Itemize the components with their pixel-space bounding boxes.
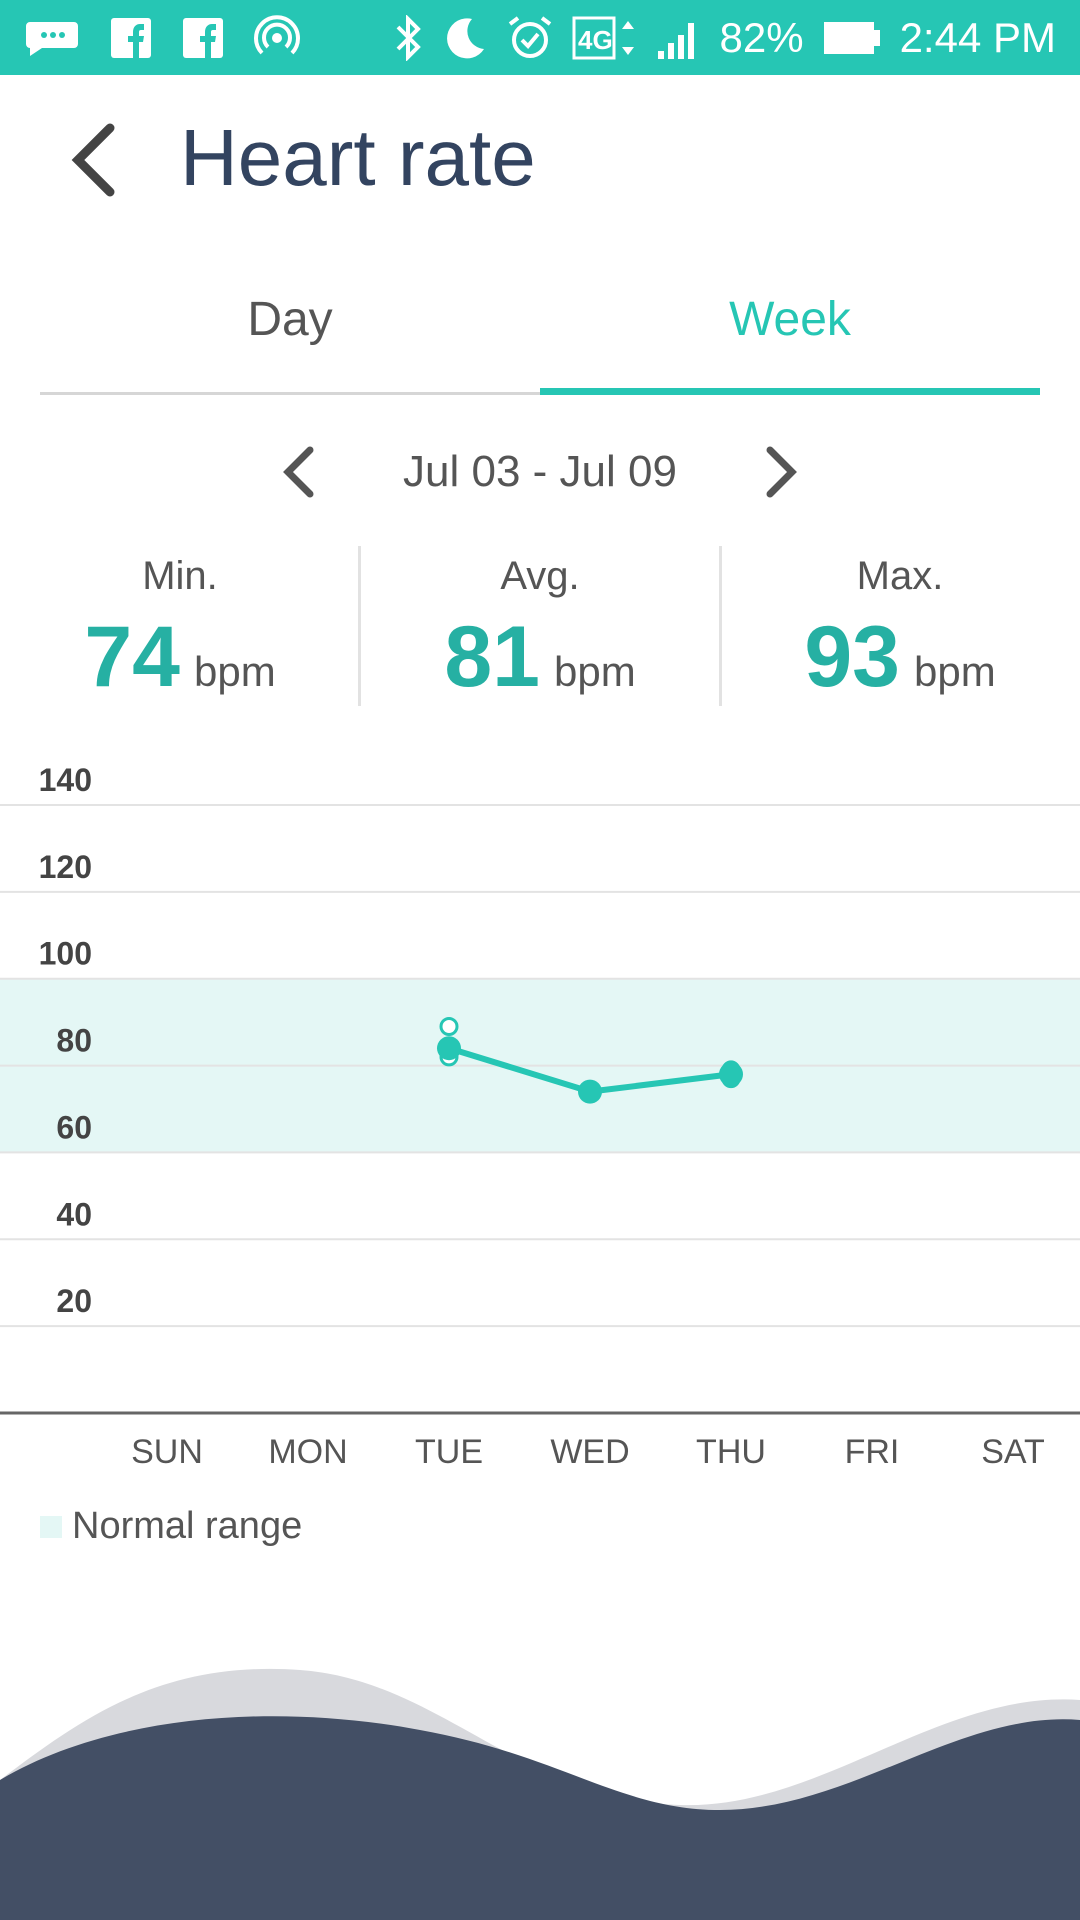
y-tick-label: 80 [56,1023,92,1059]
data-point [719,1062,743,1087]
legend-swatch [40,1515,62,1538]
stat-avg-label: Avg. [500,554,580,598]
date-range-label: Jul 03 - Jul 09 [403,447,677,496]
stat-max-label: Max. [856,554,944,598]
y-tick-label: 100 [39,936,92,972]
page-title: Heart rate [180,113,536,202]
svg-text:4G: 4G [578,25,613,55]
previous-week-button[interactable] [276,442,322,502]
chevron-left-icon [283,446,314,498]
y-tick-label: 40 [56,1196,92,1232]
stat-avg-unit: bpm [553,648,636,695]
tab-bar: Day Week [40,280,1040,395]
tab-day[interactable]: Day [247,293,333,346]
chevron-right-icon [766,446,797,498]
moon-icon [442,15,488,61]
x-tick-label: SUN [131,1433,203,1470]
chevron-left-icon [71,123,115,197]
y-tick-label: 20 [56,1283,92,1319]
status-bar: 4G 82% 2:44 PM [0,0,1080,75]
stat-avg-value: 81 [444,609,540,705]
bluetooth-icon [394,14,424,61]
signal-icon [656,15,702,61]
x-tick-label: FRI [845,1433,900,1470]
y-tick-label: 60 [56,1109,92,1145]
stat-max-unit: bpm [913,648,996,695]
tab-week[interactable]: Week [729,293,851,346]
legend-label: Normal range [72,1505,303,1547]
x-tick-label: MON [268,1433,347,1470]
facebook-icon [182,17,224,59]
stat-min-value: 74 [84,609,180,705]
stat-min-unit: bpm [193,648,276,695]
y-tick-label: 140 [39,762,92,798]
facebook-icon [110,17,152,59]
x-tick-label: SAT [981,1433,1045,1470]
back-button[interactable] [62,120,132,200]
hotspot-icon [254,14,300,61]
messages-icon [24,18,80,58]
data-point [437,1036,461,1061]
stat-min: Min. 74 bpm [0,546,360,707]
clock: 2:44 PM [899,13,1056,61]
tab-active-indicator [540,388,1040,395]
chart-legend: Normal range [40,1505,302,1548]
stat-divider [358,546,361,706]
alarm-icon [506,14,554,62]
reading-point [439,1016,459,1036]
stat-max-value: 93 [804,609,900,705]
y-tick-label: 120 [39,849,92,885]
4g-icon: 4G [572,15,638,61]
battery-percentage: 82% [719,13,804,61]
stat-max: Max. 93 bpm [720,546,1080,707]
x-tick-label: WED [550,1433,629,1470]
decorative-waves [0,1668,1080,1920]
stat-divider [719,546,722,706]
heart-rate-chart: 140 120 100 80 60 40 20 SUN MON TUE WED THU FRI SAT [0,762,1080,1470]
stat-avg: Avg. 81 bpm [360,546,720,707]
data-point [578,1079,602,1104]
x-tick-label: TUE [415,1433,483,1470]
next-week-button[interactable] [758,442,804,502]
stat-min-label: Min. [142,554,218,598]
battery-icon [822,18,882,58]
x-tick-label: THU [696,1433,766,1470]
